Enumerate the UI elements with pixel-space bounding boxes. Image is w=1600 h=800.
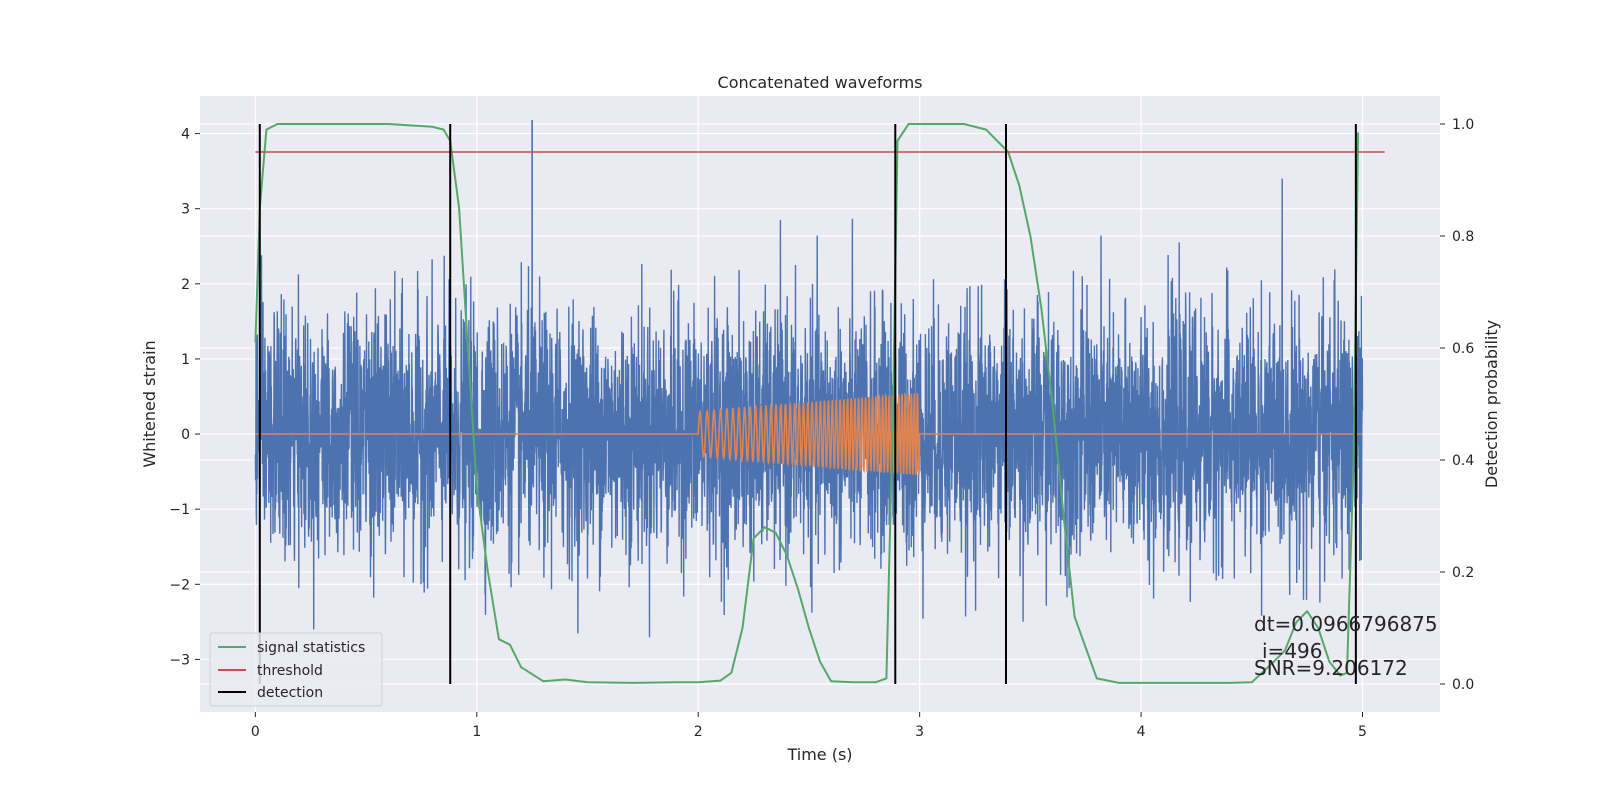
x-tick-label: 5 <box>1358 724 1367 740</box>
y-tick-label: 4 <box>181 127 190 143</box>
y-tick-label: 1 <box>181 352 190 368</box>
x-ticks: 0 1 2 3 4 5 <box>251 712 1367 740</box>
y2-tick-label: 0.4 <box>1452 453 1474 469</box>
legend-label-detection: detection <box>257 685 323 701</box>
x-tick-label: 2 <box>694 724 703 740</box>
legend-box <box>209 632 383 707</box>
y2-axis-label: Detection probability <box>1482 320 1501 488</box>
y-tick-label: 0 <box>181 427 190 443</box>
y2-tick-label: 0.6 <box>1452 341 1474 357</box>
y2-tick-label: 0.8 <box>1452 229 1474 245</box>
x-tick-label: 3 <box>915 724 924 740</box>
series-injected-waveform <box>255 392 1363 476</box>
annotation-dt: dt=0.0966796875 <box>1254 612 1438 636</box>
y-tick-label: 2 <box>181 277 190 293</box>
legend-label-signal-statistics: signal statistics <box>257 640 365 656</box>
y-tick-label: −3 <box>169 652 190 668</box>
y2-tick-label: 1.0 <box>1452 117 1474 133</box>
annotation-snr: SNR=9.206172 <box>1254 656 1408 680</box>
y-axis-label: Whitened strain <box>140 340 159 467</box>
series-detection <box>258 124 1357 684</box>
x-axis-label: Time (s) <box>786 745 852 764</box>
y2-tick-label: 0.0 <box>1452 677 1474 693</box>
y-ticks: −3 −2 −1 0 1 2 3 4 <box>169 127 200 668</box>
x-tick-label: 1 <box>472 724 481 740</box>
chart-title: Concatenated waveforms <box>718 73 923 92</box>
y2-ticks: 0.0 0.2 0.4 0.6 0.8 1.0 <box>1440 117 1474 693</box>
annotation-index: i=496 <box>1262 639 1323 663</box>
y-tick-label: 3 <box>181 202 190 218</box>
y-tick-label: −2 <box>169 577 190 593</box>
legend-label-threshold: threshold <box>257 663 323 679</box>
signal-statistics-line <box>254 123 1360 684</box>
y2-tick-label: 0.2 <box>1452 565 1474 581</box>
legend: signal statistics threshold detection <box>209 632 383 707</box>
series-signal-statistics <box>254 123 1360 684</box>
y-tick-label: −1 <box>169 502 190 518</box>
x-tick-label: 0 <box>251 724 260 740</box>
waveform-line <box>255 392 1363 476</box>
x-tick-label: 4 <box>1137 724 1146 740</box>
